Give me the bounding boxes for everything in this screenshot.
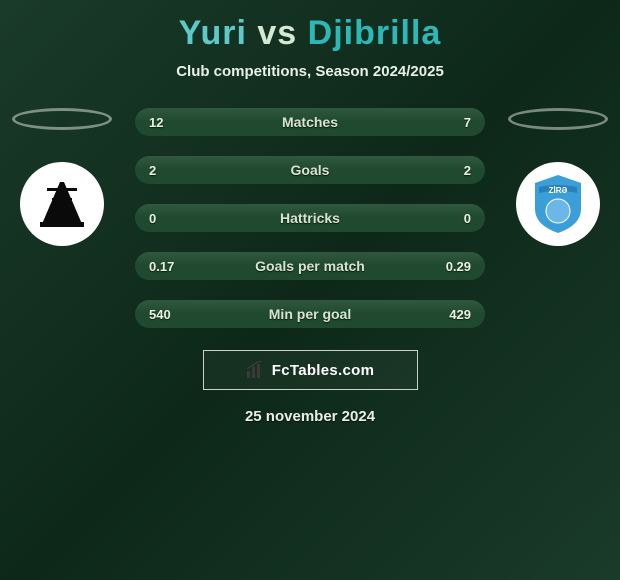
- date-text: 25 november 2024: [245, 408, 375, 425]
- stat-row: 0.17 Goals per match 0.29: [135, 252, 485, 280]
- stat-label: Goals per match: [255, 258, 365, 274]
- neftchi-icon: [32, 174, 92, 234]
- title: Yuri vs Djibrilla: [179, 14, 442, 53]
- stat-left-value: 0: [149, 211, 156, 226]
- stat-left-value: 540: [149, 307, 171, 322]
- stat-label: Min per goal: [269, 306, 351, 322]
- stat-row: 12 Matches 7: [135, 108, 485, 136]
- stat-right-value: 2: [464, 163, 471, 178]
- vs-text: vs: [257, 14, 297, 52]
- player2-photo-placeholder: [508, 108, 608, 130]
- stat-right-value: 429: [449, 307, 471, 322]
- player1-name: Yuri: [179, 14, 247, 52]
- stat-left-value: 12: [149, 115, 163, 130]
- zira-icon: ZİRƏ: [531, 173, 585, 235]
- stat-right-value: 0: [464, 211, 471, 226]
- stat-row: 0 Hattricks 0: [135, 204, 485, 232]
- subtitle: Club competitions, Season 2024/2025: [176, 63, 444, 80]
- bar-chart-icon: [246, 361, 266, 379]
- stat-row: 540 Min per goal 429: [135, 300, 485, 328]
- brand-box: FcTables.com: [203, 350, 418, 390]
- stat-right-value: 7: [464, 115, 471, 130]
- stat-left-value: 2: [149, 163, 156, 178]
- stat-label: Hattricks: [280, 210, 340, 226]
- stats-rows: 12 Matches 7 2 Goals 2 0 Hattricks 0 0.17 Goals pe…: [135, 108, 485, 328]
- right-side: ZİRƏ: [503, 108, 613, 246]
- stat-row: 2 Goals 2: [135, 156, 485, 184]
- left-side: [7, 108, 117, 246]
- team1-badge: [20, 162, 104, 246]
- brand-text: FcTables.com: [272, 362, 375, 379]
- stat-right-value: 0.29: [446, 259, 471, 274]
- team2-badge: ZİRƏ: [516, 162, 600, 246]
- stat-left-value: 0.17: [149, 259, 174, 274]
- stat-label: Matches: [282, 114, 338, 130]
- main-area: 12 Matches 7 2 Goals 2 0 Hattricks 0 0.17 Goals pe…: [0, 108, 620, 328]
- svg-text:ZİRƏ: ZİRƏ: [549, 186, 568, 195]
- card: Yuri vs Djibrilla Club competitions, Sea…: [0, 0, 620, 435]
- stat-label: Goals: [291, 162, 330, 178]
- player1-photo-placeholder: [12, 108, 112, 130]
- player2-name: Djibrilla: [308, 14, 442, 52]
